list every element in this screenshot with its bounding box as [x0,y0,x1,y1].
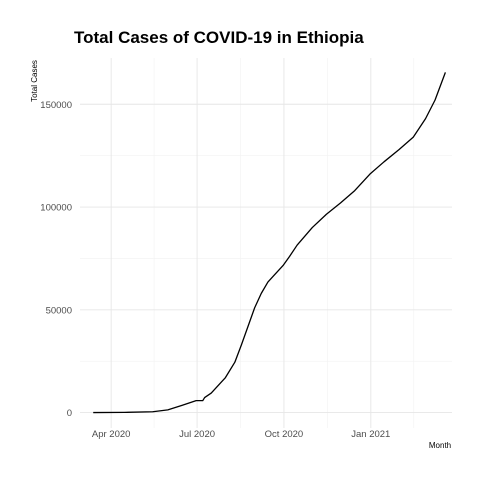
y-tick-label: 150000 [40,100,72,111]
y-tick-label: 50000 [46,305,72,316]
x-tick-label: Apr 2020 [92,429,131,440]
x-axis-ticks: Apr 2020 Jul 2020 Oct 2020 Jan 2021 [92,429,390,440]
chart-title: Total Cases of COVID-19 in Ethiopia [74,28,364,47]
x-tick-label: Oct 2020 [265,429,304,440]
x-tick-label: Jan 2021 [351,429,390,440]
y-axis-ticks: 0 50000 100000 150000 [40,100,72,419]
series-line-total-cases [93,72,446,414]
x-axis-title: Month [429,441,451,450]
x-tick-label: Jul 2020 [179,429,215,440]
y-axis-title: Total Cases [30,60,39,102]
series-layer [93,72,446,414]
y-tick-label: 0 [67,408,72,419]
major-gridlines [80,58,452,428]
y-tick-label: 100000 [40,203,72,214]
minor-gridlines [80,58,452,428]
